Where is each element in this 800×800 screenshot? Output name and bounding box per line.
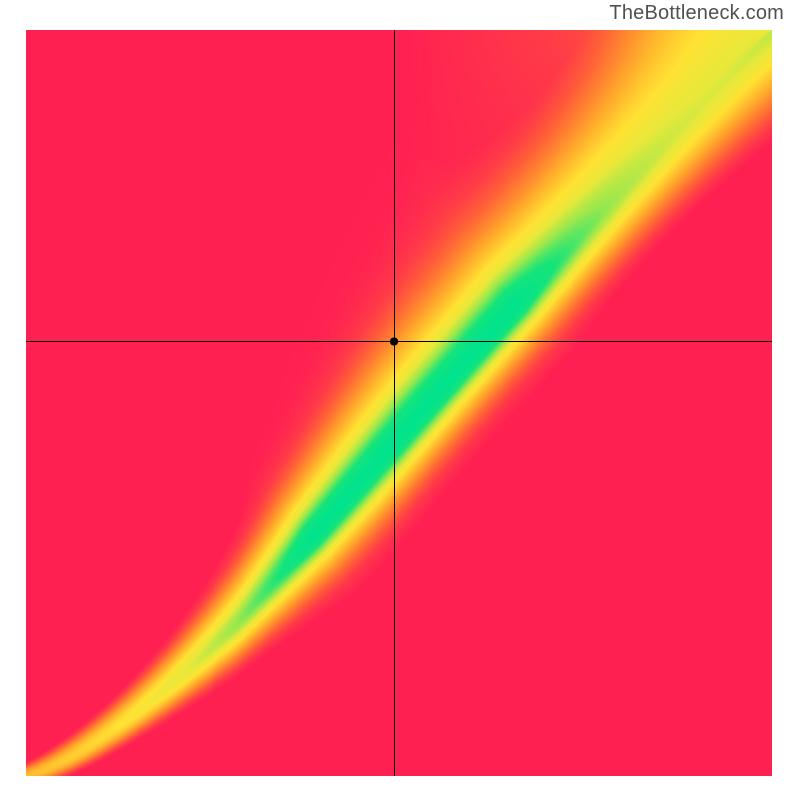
watermark-text: TheBottleneck.com — [609, 2, 784, 25]
bottleneck-heatmap — [24, 28, 774, 778]
